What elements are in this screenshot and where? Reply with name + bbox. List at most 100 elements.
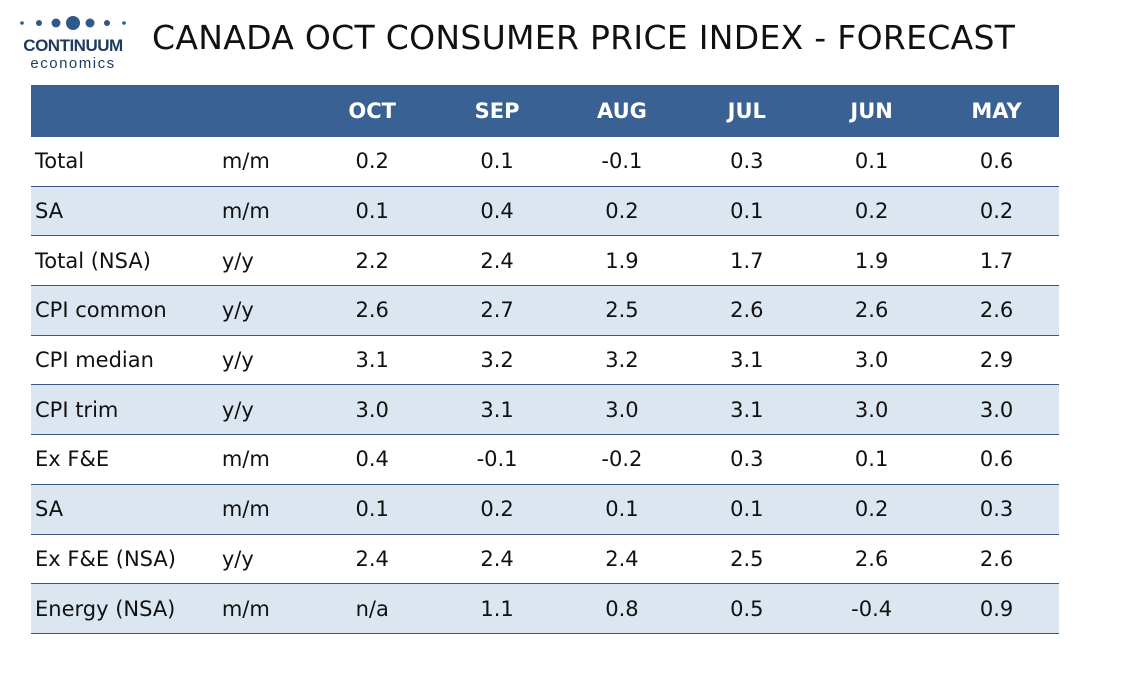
cell-value: 0.1 <box>809 434 935 485</box>
row-label: Total <box>31 137 218 187</box>
table-row: Total (NSA) y/y 2.2 2.4 1.9 1.7 1.9 1.7 <box>31 235 1059 287</box>
row-unit: m/m <box>217 434 310 485</box>
table-row: Ex F&E m/m 0.4 -0.1 -0.2 0.3 0.1 0.6 <box>31 434 1059 485</box>
row-label: Energy (NSA) <box>31 583 218 634</box>
cell-value: 2.4 <box>559 534 685 585</box>
cell-value: 0.1 <box>809 137 935 187</box>
cell-value: 3.1 <box>684 384 810 436</box>
cell-value: -0.4 <box>809 583 935 634</box>
column-header: SEP <box>434 85 560 137</box>
table-row: CPI common y/y 2.6 2.7 2.5 2.6 2.6 2.6 <box>31 285 1059 336</box>
cell-value: 2.6 <box>934 534 1059 585</box>
title: CANADA OCT CONSUMER PRICE INDEX - FORECA… <box>152 18 1016 57</box>
cell-value: 0.1 <box>434 137 560 187</box>
row-unit: y/y <box>217 285 310 336</box>
cell-value: 0.2 <box>559 186 685 237</box>
row-unit: y/y <box>217 534 310 585</box>
cell-value: 0.1 <box>684 484 810 535</box>
header-blank <box>31 85 218 137</box>
cell-value: 0.6 <box>934 434 1059 485</box>
cell-value: 0.1 <box>559 484 685 535</box>
cell-value: 3.2 <box>559 335 685 386</box>
cell-value: 2.5 <box>684 534 810 585</box>
cell-value: 0.4 <box>309 434 435 485</box>
cell-value: 3.0 <box>309 384 435 436</box>
cell-value: 0.2 <box>809 186 935 237</box>
table-row: Energy (NSA) m/m n/a 1.1 0.8 0.5 -0.4 0.9 <box>31 583 1059 634</box>
cell-value: 2.5 <box>559 285 685 336</box>
cell-value: 3.2 <box>434 335 560 386</box>
cell-value: 0.3 <box>934 484 1059 535</box>
cell-value: 0.1 <box>309 186 435 237</box>
row-unit: m/m <box>217 186 310 237</box>
cell-value: n/a <box>309 583 435 634</box>
table-row: SA m/m 0.1 0.2 0.1 0.1 0.2 0.3 <box>31 484 1059 535</box>
cell-value: 1.9 <box>809 235 935 287</box>
row-unit: y/y <box>217 335 310 386</box>
cell-value: 1.9 <box>559 235 685 287</box>
row-unit: m/m <box>217 583 310 634</box>
column-header: AUG <box>559 85 685 137</box>
cell-value: -0.2 <box>559 434 685 485</box>
cell-value: -0.1 <box>434 434 560 485</box>
row-unit: y/y <box>217 235 310 287</box>
logo-dots <box>20 16 126 30</box>
row-label: SA <box>31 186 218 237</box>
column-header: OCT <box>309 85 435 137</box>
cell-value: 0.3 <box>684 434 810 485</box>
table-body: Total m/m 0.2 0.1 -0.1 0.3 0.1 0.6 SA m/m 0.1 0.4 0.… <box>31 137 1059 634</box>
cell-value: 0.3 <box>684 137 810 187</box>
cell-value: 0.1 <box>684 186 810 237</box>
row-label: CPI median <box>31 335 218 386</box>
cell-value: 3.1 <box>434 384 560 436</box>
logo-tagline: economics <box>30 55 116 72</box>
table-row: SA m/m 0.1 0.4 0.2 0.1 0.2 0.2 <box>31 186 1059 237</box>
cell-value: 2.6 <box>809 285 935 336</box>
row-label: Ex F&E (NSA) <box>31 534 218 585</box>
cell-value: 2.6 <box>684 285 810 336</box>
table-row: Total m/m 0.2 0.1 -0.1 0.3 0.1 0.6 <box>31 137 1059 187</box>
table-row: CPI median y/y 3.1 3.2 3.2 3.1 3.0 2.9 <box>31 335 1059 386</box>
cell-value: 0.1 <box>309 484 435 535</box>
cell-value: 3.0 <box>809 335 935 386</box>
cell-value: 0.8 <box>559 583 685 634</box>
cell-value: 0.2 <box>934 186 1059 237</box>
cell-value: 3.1 <box>684 335 810 386</box>
column-header: JUL <box>684 85 810 137</box>
cell-value: 2.2 <box>309 235 435 287</box>
cell-value: 0.2 <box>809 484 935 535</box>
row-unit: m/m <box>217 137 310 187</box>
cell-value: 0.4 <box>434 186 560 237</box>
cell-value: 2.6 <box>809 534 935 585</box>
logo: CONTINUUM economics <box>12 14 134 72</box>
cell-value: 2.7 <box>434 285 560 336</box>
table-row: Ex F&E (NSA) y/y 2.4 2.4 2.4 2.5 2.6 2.6 <box>31 534 1059 585</box>
header-row: OCT SEP AUG JUL JUN MAY <box>31 85 1059 137</box>
logo-name: CONTINUUM <box>23 36 123 55</box>
forecast-table: OCT SEP AUG JUL JUN MAY Total m/m 0.2 0.1 -0.1 0.3… <box>31 85 1059 634</box>
row-label: SA <box>31 484 218 535</box>
header-blank <box>217 85 310 137</box>
row-label: CPI trim <box>31 384 218 436</box>
column-header: MAY <box>934 85 1059 137</box>
cell-value: 3.1 <box>309 335 435 386</box>
cell-value: 1.1 <box>434 583 560 634</box>
cell-value: 0.2 <box>309 137 435 187</box>
cell-value: 0.5 <box>684 583 810 634</box>
row-unit: m/m <box>217 484 310 535</box>
cell-value: 3.0 <box>934 384 1059 436</box>
cell-value: 2.6 <box>309 285 435 336</box>
cell-value: 2.9 <box>934 335 1059 386</box>
row-label: CPI common <box>31 285 218 336</box>
cell-value: 1.7 <box>934 235 1059 287</box>
cell-value: 0.9 <box>934 583 1059 634</box>
table-row: CPI trim y/y 3.0 3.1 3.0 3.1 3.0 3.0 <box>31 384 1059 436</box>
cell-value: 0.6 <box>934 137 1059 187</box>
cell-value: 2.4 <box>434 235 560 287</box>
cell-value: 2.4 <box>434 534 560 585</box>
cell-value: -0.1 <box>559 137 685 187</box>
cell-value: 3.0 <box>559 384 685 436</box>
cell-value: 2.4 <box>309 534 435 585</box>
cell-value: 2.6 <box>934 285 1059 336</box>
